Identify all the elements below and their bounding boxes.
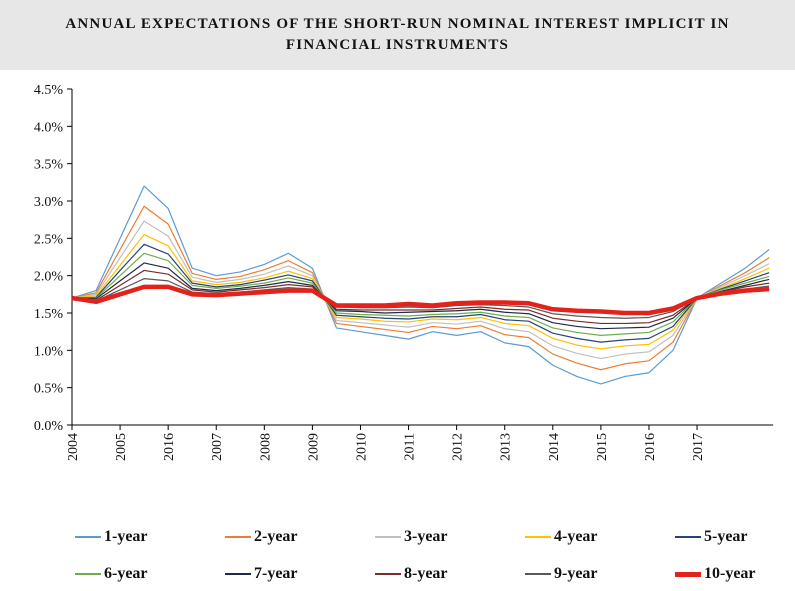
y-tick-label: 2.0%	[34, 270, 64, 285]
legend-item: 7-year	[225, 565, 298, 583]
legend-item: 4-year	[525, 528, 598, 546]
legend-label: 6-year	[104, 565, 148, 582]
series-line	[71, 205, 770, 371]
legend-item: 6-year	[75, 565, 148, 583]
legend-label: 8-year	[404, 565, 448, 582]
chart-title: ANNUAL EXPECTATIONS OF THE SHORT-RUN NOM…	[65, 16, 730, 53]
x-tick-label: 2010	[354, 433, 369, 461]
legend-label: 10-year	[704, 565, 756, 582]
y-tick-label: 4.5%	[34, 83, 64, 98]
x-tick-label: 2014	[547, 433, 562, 461]
chart: 0.0% 0.5% 1.0% 1.5% 2.0% 2.5% 3.0% 3.5% 4.0% 4.5%…	[34, 83, 774, 461]
legend-label: 9-year	[554, 565, 598, 582]
x-tick-label: 2007	[210, 433, 225, 461]
legend-item: 5-year	[675, 528, 748, 546]
legend-swatch	[375, 536, 401, 538]
legend-item: 1-year	[75, 528, 148, 546]
y-tick-label: 4.0%	[34, 120, 64, 135]
legend-item: 10-year	[675, 565, 756, 583]
y-tick-label: 3.5%	[34, 158, 64, 173]
series-line	[71, 284, 770, 316]
title-bar: ANNUAL EXPECTATIONS OF THE SHORT-RUN NOM…	[0, 0, 795, 70]
x-tick-label: 2012	[451, 433, 466, 461]
y-tick-label: 1.0%	[34, 344, 64, 359]
legend-label: 2-year	[254, 528, 298, 545]
y-tick-label: 0.5%	[34, 382, 64, 397]
x-tick-label: 2013	[499, 433, 514, 461]
x-tick-label: 2016	[162, 433, 177, 461]
legend-item: 8-year	[375, 565, 448, 583]
legend-label: 5-year	[704, 528, 748, 545]
legend: 1-year 2-year 3-year 4-year 5-year 6-year 7-ye…	[0, 520, 795, 590]
x-tick-label: 2008	[258, 433, 273, 461]
legend-item: 2-year	[225, 528, 298, 546]
legend-swatch	[375, 573, 401, 575]
y-tick-label: 2.5%	[34, 232, 64, 247]
legend-label: 4-year	[554, 528, 598, 545]
legend-item: 3-year	[375, 528, 448, 546]
legend-swatch	[225, 573, 251, 575]
x-tick-label: 2005	[114, 433, 129, 461]
x-tick-label: 2017	[691, 433, 706, 461]
legend-label: 3-year	[404, 528, 448, 545]
legend-label: 1-year	[104, 528, 148, 545]
series-line	[71, 220, 770, 360]
series-line	[71, 243, 770, 343]
legend-swatch	[225, 536, 251, 538]
legend-swatch	[525, 536, 551, 538]
x-tick-label: 2009	[306, 433, 321, 461]
legend-swatch	[75, 573, 101, 575]
series-line	[72, 252, 770, 336]
x-tick-label: 2004	[66, 433, 81, 461]
legend-swatch	[525, 573, 551, 575]
series-line	[71, 269, 770, 325]
legend-swatch	[675, 571, 701, 577]
series-line	[71, 185, 770, 385]
series-line	[71, 278, 770, 319]
x-tick-label: 2016	[643, 433, 658, 461]
legend-swatch	[675, 536, 701, 538]
x-tick-label: 2011	[403, 433, 418, 460]
y-tick-label: 3.0%	[34, 195, 64, 210]
y-tick-label: 0.0%	[34, 419, 64, 434]
legend-swatch	[75, 536, 101, 538]
legend-label: 7-year	[254, 565, 298, 582]
x-tick-label: 2015	[595, 433, 610, 461]
y-tick-label: 1.5%	[34, 307, 64, 322]
legend-item: 9-year	[525, 565, 598, 583]
series-line	[71, 234, 770, 350]
series-line	[71, 262, 770, 330]
